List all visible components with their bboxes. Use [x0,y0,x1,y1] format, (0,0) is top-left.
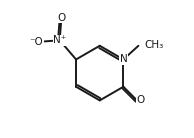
Text: O: O [136,95,145,105]
Text: N⁺: N⁺ [53,35,66,45]
Text: ⁻O: ⁻O [29,37,43,47]
Text: CH₃: CH₃ [145,40,164,50]
Text: O: O [57,13,65,23]
Text: N: N [120,54,127,64]
